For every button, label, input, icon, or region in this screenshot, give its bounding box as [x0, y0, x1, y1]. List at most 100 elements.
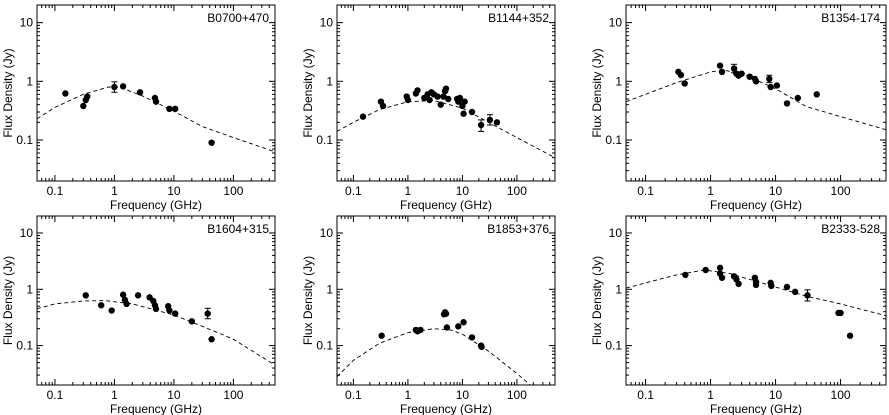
data-point [752, 78, 760, 85]
x-tick-label: 1 [707, 388, 714, 402]
data-layer [337, 85, 555, 159]
data-point [846, 332, 854, 339]
data-point [440, 93, 447, 100]
data-point [208, 336, 215, 343]
data-point [119, 83, 127, 90]
data-point [62, 90, 69, 97]
plot-frame [625, 4, 887, 182]
panel-title: B1144+352 [488, 11, 549, 25]
data-point [478, 343, 485, 351]
data-point [681, 80, 688, 87]
data-point [80, 102, 87, 110]
fit-curve [37, 86, 275, 153]
data-point [735, 280, 742, 288]
data-point [493, 119, 501, 126]
plot-frame [36, 4, 276, 182]
plot-frame [625, 215, 887, 386]
x-tick-label: 10 [769, 388, 783, 402]
data-point [791, 288, 799, 296]
fit-curve [337, 328, 531, 385]
x-tick-label: 0.1 [47, 184, 64, 198]
panel-title: B1853+376 [487, 222, 549, 236]
x-tick-label: 0.1 [345, 388, 362, 402]
y-tick-label: 10 [609, 226, 623, 240]
data-layer [337, 309, 531, 385]
data-point [152, 98, 160, 105]
fit-curve [337, 100, 555, 159]
x-tick-label: 0.1 [637, 388, 654, 402]
data-point [204, 310, 211, 317]
x-tick-label: 10 [167, 184, 181, 198]
data-point [98, 302, 105, 309]
x-tick-label: 1 [405, 388, 412, 402]
x-tick-label: 10 [769, 184, 783, 198]
data-point [208, 139, 215, 146]
data-point [404, 96, 412, 104]
y-tick-label: 1 [615, 282, 622, 296]
y-tick-label: 1 [26, 74, 33, 88]
data-point [746, 73, 753, 80]
data-point [417, 326, 424, 334]
data-point [188, 318, 196, 325]
x-tick-label: 1 [707, 184, 714, 198]
y-tick-label: 10 [320, 226, 334, 240]
plot-frame [336, 215, 556, 386]
data-point [82, 292, 89, 299]
y-tick-label: 10 [20, 226, 34, 240]
data-point [460, 319, 467, 326]
x-tick-label: 0.1 [637, 184, 654, 198]
fit-curve [37, 300, 275, 366]
x-tick-label: 1 [111, 388, 118, 402]
data-point [783, 100, 791, 107]
data-point [123, 300, 130, 308]
y-tick-label: 0.1 [316, 133, 333, 147]
data-point [682, 271, 689, 279]
x-axis-label: Frequency (GHz) [110, 198, 202, 212]
data-point [718, 68, 726, 76]
y-tick-label: 0.1 [605, 339, 622, 353]
data-layer [626, 62, 886, 131]
data-point [804, 292, 811, 299]
x-tick-label: 100 [223, 388, 243, 402]
data-point [716, 62, 724, 69]
x-tick-label: 100 [831, 184, 851, 198]
data-point [767, 83, 774, 91]
x-axis-label: Frequency (GHz) [710, 402, 802, 415]
data-layer [37, 291, 275, 366]
data-point [766, 75, 773, 83]
data-point [461, 98, 468, 105]
panel-title: B1354-174 [821, 11, 880, 25]
x-axis-label: Frequency (GHz) [400, 198, 492, 212]
y-axis-label: Flux Density (Jy) [590, 256, 604, 345]
data-point [460, 110, 467, 117]
x-tick-label: 100 [507, 184, 527, 198]
data-point [468, 108, 476, 116]
data-point [443, 324, 451, 331]
x-tick-label: 10 [456, 388, 470, 402]
y-tick-label: 1 [26, 282, 33, 296]
data-point [108, 307, 115, 314]
data-point [378, 332, 385, 339]
data-point [359, 113, 367, 120]
y-axis-label: Flux Density (Jy) [1, 256, 15, 345]
data-point [379, 102, 387, 110]
panel-title: B1604+315 [207, 222, 269, 236]
y-tick-label: 1 [326, 74, 333, 88]
data-point [837, 309, 844, 317]
fit-curve [626, 269, 886, 317]
y-axis-label: Flux Density (Jy) [1, 48, 15, 137]
x-tick-label: 10 [167, 388, 181, 402]
data-point [677, 71, 685, 79]
data-point [783, 283, 791, 291]
data-point [171, 310, 179, 317]
data-point [171, 105, 179, 113]
data-point [702, 266, 709, 274]
data-point [716, 264, 724, 272]
data-point [813, 91, 820, 98]
y-tick-label: 1 [326, 282, 333, 296]
